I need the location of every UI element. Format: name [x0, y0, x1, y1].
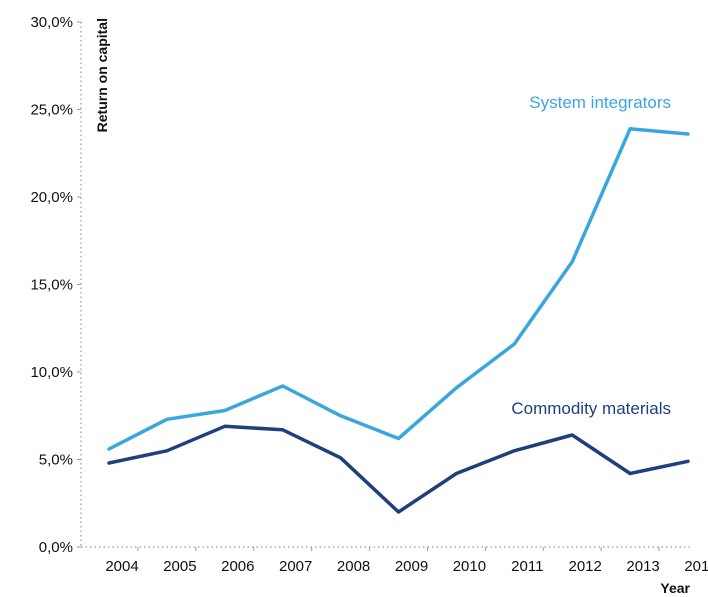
y-tick-labels: 0,0% 5,0% 10,0% 15,0% 20,0% 25,0% 30,0%	[30, 14, 81, 556]
x-tick-label: 2008	[337, 558, 370, 575]
series-line-commodity-materials	[107, 424, 690, 514]
x-tick-label: 2005	[163, 558, 196, 575]
x-tick-label: 2011	[511, 558, 543, 575]
y-axis: 0,0% 5,0% 10,0% 15,0% 20,0% 25,0% 30,0%	[30, 14, 82, 556]
y-tick-label: 5,0%	[39, 452, 73, 469]
y-tick-label: 25,0%	[30, 102, 73, 119]
x-tick-label: 2007	[279, 558, 312, 575]
y-tick-label: 15,0%	[30, 277, 73, 294]
x-tick-label: 2013	[626, 558, 659, 575]
x-axis-title: Year	[660, 580, 690, 596]
series-lines	[107, 127, 690, 514]
x-tick-label: 2014	[684, 558, 708, 575]
y-tick-label: 10,0%	[30, 364, 73, 381]
y-axis-title: Return on capital	[94, 18, 110, 132]
x-tick-label: 2009	[395, 558, 428, 575]
series-line-system-integrators	[107, 127, 690, 451]
x-tick-label: 2012	[569, 558, 602, 575]
x-axis: 2004 2005 2006 2007 2008 2009 2010 2011 2012 2013…	[81, 546, 708, 575]
y-tick-label: 30,0%	[30, 14, 73, 31]
y-tick-label: 20,0%	[30, 189, 73, 206]
x-tick-labels: 2004 2005 2006 2007 2008 2009 2010 2011 2012 2013…	[105, 547, 708, 575]
x-tick-label: 2004	[105, 558, 138, 575]
series-label-commodity-materials: Commodity materials	[511, 399, 671, 418]
x-tick-label: 2006	[221, 558, 254, 575]
series-label-system-integrators: System integrators	[529, 93, 671, 112]
y-tick-label: 0,0%	[39, 539, 73, 556]
x-tick-label: 2010	[453, 558, 486, 575]
